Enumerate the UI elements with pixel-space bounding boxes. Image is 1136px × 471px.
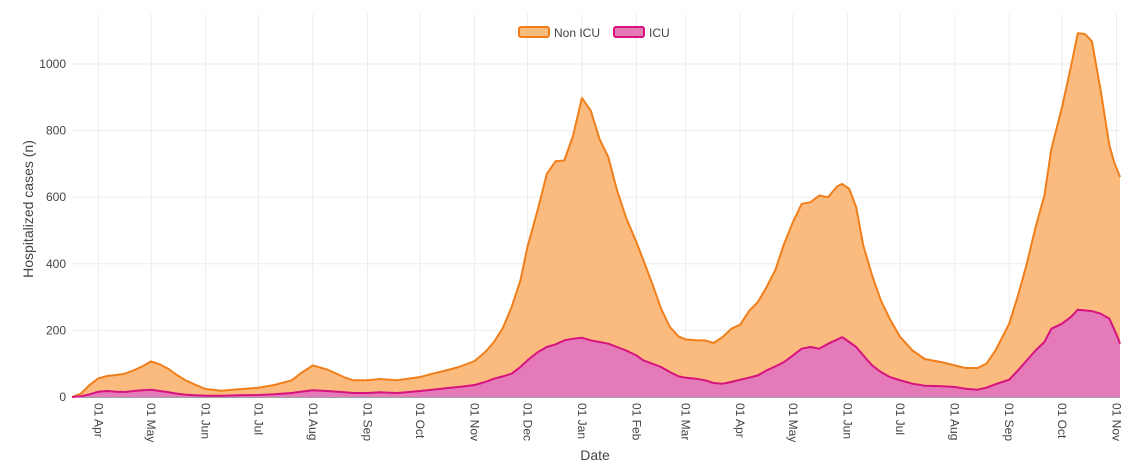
x-tick-label: 01 Jul [251,403,265,435]
x-tick-label: 01 Nov [468,403,482,441]
x-tick-label: 01 Jun [840,403,854,439]
x-tick-label: 01 Aug [306,403,320,440]
x-tick-label: 01 Nov [1109,403,1123,441]
x-tick-label: 01 Feb [629,403,643,441]
x-tick-label: 01 Dec [520,403,534,441]
y-tick-label: 600 [46,190,66,204]
x-tick-label: 01 Sep [360,403,374,441]
legend-swatch-non-icu [518,26,550,38]
series-areas[interactable] [71,32,1121,398]
y-tick-label: 800 [46,124,66,138]
x-tick-label: 01 Oct [413,403,427,439]
y-axis-title: Hospitalized cases (n) [20,140,36,278]
x-axis-title: Date [580,447,610,463]
x-tick-label: 01 Jul [893,403,907,435]
area-non-icu[interactable] [72,33,1120,398]
line-non-icu[interactable] [71,32,1121,398]
x-tick-label: 01 Sep [1002,403,1016,441]
y-tick-labels: 0 200 400 600 800 1000 [39,57,66,404]
x-tick-label: 01 Apr [91,403,105,438]
x-tick-label: 01 Mar [679,403,693,440]
x-tick-label: 01 Aug [948,403,962,440]
x-tick-label: 01 Jun [199,403,213,439]
y-tick-label: 400 [46,257,66,271]
legend[interactable]: Non ICU ICU [518,26,670,40]
y-tick-label: 1000 [39,57,66,71]
y-tick-label: 0 [59,390,66,404]
x-tick-label: 01 Oct [1055,403,1069,439]
legend-label-icu: ICU [649,26,670,40]
legend-item-non-icu[interactable]: Non ICU [518,26,600,40]
line-icu[interactable] [71,308,1121,398]
legend-item-icu[interactable]: ICU [613,26,670,40]
y-tick-label: 200 [46,323,66,337]
x-tick-label: 01 Apr [733,403,747,438]
area-icu[interactable] [72,309,1120,397]
legend-label-non-icu: Non ICU [554,26,600,40]
legend-swatch-icu [613,26,645,38]
x-tick-label: 01 May [144,403,158,442]
x-tick-labels: 01 Apr 01 May 01 Jun 01 Jul 01 Aug 01 Sep 01 O… [91,403,1123,442]
x-tick-label: 01 Jan [575,403,589,439]
x-tick-label: 01 May [786,403,800,442]
